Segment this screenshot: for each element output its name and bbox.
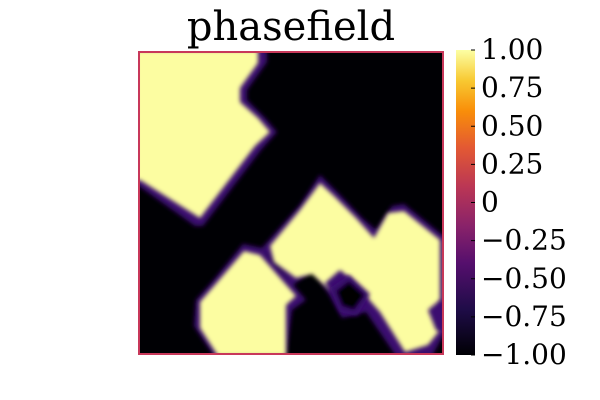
colorbar-tick-label: −0.50 xyxy=(481,262,567,295)
colorbar-gradient xyxy=(456,50,475,355)
colorbar-tick-label: 0.50 xyxy=(481,109,543,142)
colorbar-tick-label: −0.75 xyxy=(481,300,567,333)
chart-title: phasefield xyxy=(187,4,395,50)
plot-frame xyxy=(138,51,444,355)
phase-regions xyxy=(139,52,440,354)
phasefield-heatmap xyxy=(139,52,443,354)
colorbar-tick-label: 1.00 xyxy=(481,33,543,66)
colorbar-tick-label: −0.25 xyxy=(481,224,567,257)
colorbar-tick-label: −1.00 xyxy=(481,338,567,371)
dark-inclusion xyxy=(330,275,443,334)
colorbar-tick-label: 0 xyxy=(481,186,499,219)
colorbar-tick-label: 0.25 xyxy=(481,147,543,180)
colorbar: 1.00 0.75 0.50 0.25 0 −0.25 −0.50 −0.75 −1.00 xyxy=(456,33,567,371)
colorbar-tick-label: 0.75 xyxy=(481,71,543,104)
